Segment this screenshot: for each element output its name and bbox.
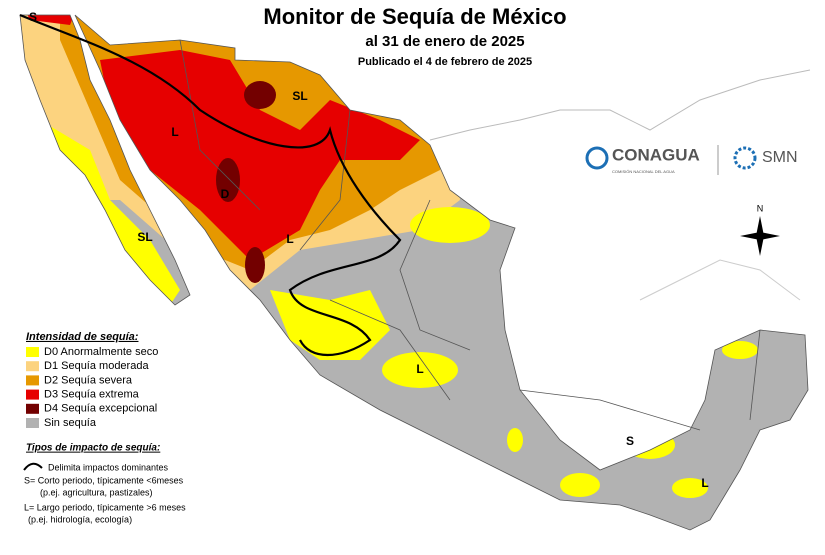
cuba-coast xyxy=(639,259,801,301)
region-d0 xyxy=(560,473,600,497)
legend-swatch xyxy=(26,375,39,386)
conagua-icon xyxy=(585,146,609,170)
map-label: S xyxy=(626,434,634,448)
legend-swatch xyxy=(26,389,39,400)
region-d0 xyxy=(507,428,523,452)
us-coast xyxy=(429,69,811,141)
compass-label: N xyxy=(757,203,764,213)
map-label: L xyxy=(171,125,178,139)
conagua-logo: CONAGUA xyxy=(612,145,700,164)
region-d0 xyxy=(382,352,458,388)
legend-swatch xyxy=(26,361,39,372)
impact-long: L= Largo periodo, típicamente >6 meses xyxy=(24,502,186,512)
map-label: S xyxy=(29,10,37,24)
legend-swatch xyxy=(26,418,39,428)
smn-icon xyxy=(733,146,757,170)
map-label: L xyxy=(701,476,708,490)
impact-lines xyxy=(19,13,402,357)
legend-label: D0 Anormalmente seco xyxy=(44,346,158,358)
subtitle: al 31 de enero de 2025 xyxy=(365,33,524,50)
map-label: SL xyxy=(137,230,152,244)
impact-line-sample xyxy=(23,462,43,471)
region-d4 xyxy=(244,81,276,109)
legend-label: D2 Sequía severa xyxy=(44,374,133,386)
map-label: D xyxy=(221,187,230,201)
conagua-sub: COMISIÓN NACIONAL DEL AGUA xyxy=(612,169,675,174)
published: Publicado el 4 de febrero de 2025 xyxy=(358,56,532,68)
region-d0 xyxy=(672,478,708,498)
legend-swatch xyxy=(26,403,39,414)
region-d4 xyxy=(216,158,240,202)
state-borders xyxy=(19,14,809,531)
impact-long-ex: (p.ej. hidrología, ecología) xyxy=(28,514,132,524)
smn-logo: SMN xyxy=(762,149,798,166)
region-d0 xyxy=(722,341,758,359)
region-d3 xyxy=(100,50,420,260)
map-label: SL xyxy=(292,89,307,103)
legend-label: D1 Sequía moderada xyxy=(44,360,149,372)
title: Monitor de Sequía de México xyxy=(263,4,566,29)
impact-title: Tipos de impacto de sequía: xyxy=(26,443,160,454)
legend-label: D3 Sequía extrema xyxy=(44,389,140,401)
impact-short: S= Corto periodo, típicamente <6meses xyxy=(24,475,184,485)
region-d0 xyxy=(410,207,490,243)
region-d4 xyxy=(245,247,265,283)
map-label: L xyxy=(286,232,293,246)
legend-label: D4 Sequía excepcional xyxy=(44,403,157,415)
impact-short-ex: (p.ej. agricultura, pastizales) xyxy=(40,487,153,497)
compass-rose xyxy=(740,216,780,256)
region-d0 xyxy=(270,290,390,360)
legend-title: Intensidad de sequía: xyxy=(26,331,139,343)
region-d3-north xyxy=(20,15,80,25)
impact-line-text: Delimita impactos dominantes xyxy=(48,462,169,472)
map-label: L xyxy=(416,362,423,376)
legend: Intensidad de sequía: D0 Anormalmente se… xyxy=(26,331,158,429)
legend-swatch xyxy=(26,347,39,357)
legend-label: Sin sequía xyxy=(44,417,97,429)
